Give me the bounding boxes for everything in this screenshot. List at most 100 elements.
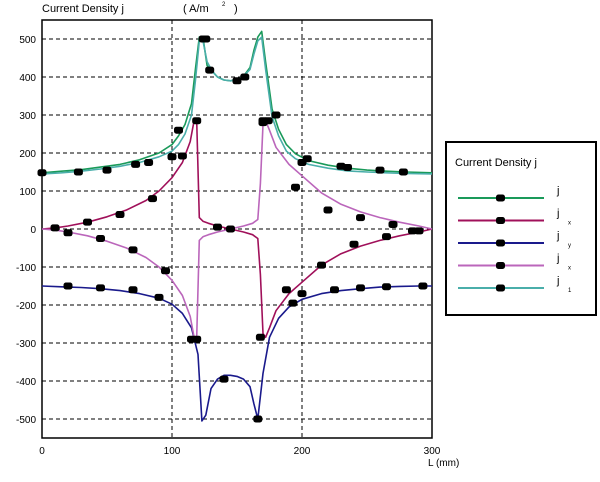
legend-marker-0 — [496, 194, 505, 202]
y-tick-label: -400 — [16, 377, 36, 388]
data-point-marker — [258, 117, 268, 125]
series-lines — [41, 30, 433, 422]
legend-label-1: j — [556, 208, 559, 220]
data-point-marker — [398, 168, 408, 176]
legend-label-3: j — [556, 253, 559, 265]
data-point-marker — [192, 335, 202, 343]
unit-exponent: 2 — [222, 2, 226, 8]
data-point-marker — [219, 375, 229, 383]
data-point-marker — [375, 166, 385, 174]
grid — [42, 20, 432, 438]
data-point-marker — [253, 415, 263, 423]
x-tick-label: 200 — [294, 446, 311, 457]
legend-marker-4 — [496, 284, 505, 292]
data-point-marker — [73, 168, 83, 176]
chart-title-text: Current Density j — [42, 3, 124, 15]
legend-box — [445, 141, 597, 316]
y-tick-label: -300 — [16, 339, 36, 350]
data-point-marker — [232, 77, 242, 85]
data-point-marker — [213, 223, 222, 231]
data-point-marker — [302, 155, 312, 163]
data-point-marker — [356, 284, 365, 292]
legend-label-0: j — [556, 185, 559, 197]
data-point-marker — [330, 286, 339, 294]
data-point-marker — [177, 152, 187, 160]
y-tick-label: -500 — [16, 415, 36, 426]
data-point-marker — [50, 224, 60, 232]
legend-marker-3 — [496, 262, 505, 269]
x-tick-label: 0 — [39, 446, 45, 457]
data-point-marker — [63, 229, 73, 237]
data-point-marker — [255, 333, 265, 341]
data-point-marker — [192, 117, 202, 125]
data-point-marker — [343, 163, 352, 171]
data-point-marker — [297, 290, 307, 298]
legend-label-4: j — [556, 275, 559, 287]
legend-label-2: j — [556, 230, 559, 242]
y-tick-label: 500 — [19, 35, 36, 46]
data-point-marker — [128, 286, 138, 294]
legend-title: Current Density j — [455, 157, 537, 169]
data-point-marker — [102, 166, 112, 174]
data-point-marker — [356, 214, 365, 222]
data-point-marker — [388, 220, 398, 228]
y-axis-ticks: 500 400 300 200 100 0 -100 -200 -300 -400 -500 — [16, 35, 36, 426]
data-point-marker — [271, 111, 281, 119]
data-point-marker — [349, 240, 359, 248]
x-tick-label: 100 — [164, 446, 181, 457]
x-axis-ticks: 0 100 200 300 — [39, 446, 441, 457]
legend-subscript-1: x — [568, 221, 571, 227]
data-point-marker — [201, 35, 211, 43]
data-point-marker — [174, 126, 183, 134]
data-point-marker — [382, 283, 391, 291]
y-tick-label: 400 — [19, 73, 36, 84]
data-point-marker — [288, 299, 298, 307]
unit-close: ) — [234, 3, 238, 15]
data-point-marker — [37, 169, 47, 177]
data-point-marker — [291, 183, 300, 191]
data-point-marker — [144, 159, 154, 166]
chart-title: Current Density j ( A/m 2 ) — [42, 2, 238, 15]
data-point-marker — [317, 261, 326, 269]
series-line-2 — [41, 285, 432, 422]
data-point-marker — [240, 73, 250, 81]
data-point-marker — [323, 206, 333, 214]
legend-subscript-3: x — [568, 266, 571, 272]
data-point-marker — [161, 267, 170, 275]
x-axis-label: L (mm) — [428, 458, 459, 469]
x-tick-label: 300 — [424, 446, 441, 457]
y-tick-label: 0 — [30, 225, 36, 236]
legend-marker-1 — [496, 217, 505, 224]
data-point-marker — [226, 225, 235, 233]
data-point-marker — [167, 153, 177, 161]
data-point-marker — [63, 282, 73, 290]
data-point-marker — [382, 233, 391, 241]
data-point-marker — [115, 211, 125, 219]
data-point-marker — [83, 218, 92, 226]
data-point-marker — [414, 227, 424, 235]
legend-subscript-2: y — [568, 243, 571, 249]
data-point-marker — [96, 284, 105, 292]
y-tick-label: 100 — [19, 187, 36, 198]
y-tick-label: -200 — [16, 301, 36, 312]
data-point-marker — [418, 282, 428, 290]
data-point-marker — [128, 246, 138, 254]
unit-label: ( A/m — [183, 3, 209, 15]
data-markers — [37, 35, 428, 423]
data-point-marker — [281, 286, 291, 294]
series-line-0 — [41, 30, 433, 174]
legend-marker-2 — [496, 239, 505, 247]
y-tick-label: 300 — [19, 111, 36, 122]
data-point-marker — [205, 66, 215, 74]
data-point-marker — [96, 235, 105, 242]
y-tick-label: -100 — [16, 263, 36, 274]
data-point-marker — [148, 195, 157, 203]
series-line-4 — [41, 36, 433, 175]
data-point-marker — [131, 160, 141, 168]
y-tick-label: 200 — [19, 149, 36, 160]
data-point-marker — [154, 293, 164, 301]
legend-subscript-4: 1 — [568, 288, 572, 294]
